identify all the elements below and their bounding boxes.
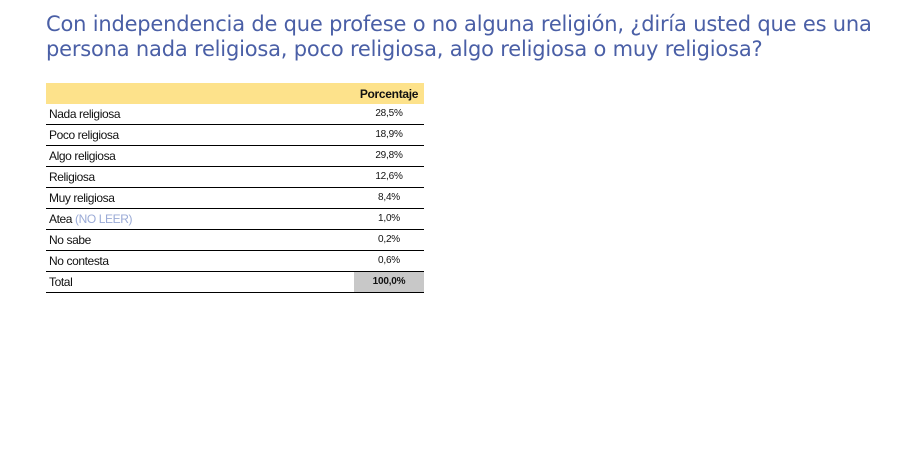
- table-row: Religiosa 12,6%: [46, 166, 424, 188]
- total-row: Total 100,0%: [46, 271, 424, 293]
- table-row: Atea (NO LEER) 1,0%: [46, 208, 424, 230]
- interviewer-note: (NO LEER): [75, 212, 133, 226]
- table-row: No contesta 0,6%: [46, 250, 424, 272]
- row-label: No contesta: [46, 250, 354, 272]
- question-title: Con independencia de que profese o no al…: [46, 12, 872, 61]
- header-percentage-cell: Porcentaje: [359, 86, 419, 101]
- row-label: Algo religiosa: [46, 145, 354, 167]
- table-row: Nada religiosa 28,5%: [46, 104, 424, 125]
- row-value: 29,8%: [354, 145, 424, 167]
- row-label-cell: Atea (NO LEER): [46, 208, 354, 230]
- row-value: 8,4%: [354, 187, 424, 209]
- row-label: Atea: [49, 212, 73, 226]
- row-label: Religiosa: [46, 166, 354, 188]
- table-row: No sabe 0,2%: [46, 229, 424, 251]
- row-value: 0,2%: [354, 229, 424, 251]
- row-value: 1,0%: [354, 208, 424, 230]
- total-value: 100,0%: [354, 271, 424, 293]
- header-label-cell: [46, 83, 354, 104]
- row-label: No sabe: [46, 229, 354, 251]
- results-table: Porcentaje Nada religiosa 28,5% Poco rel…: [46, 83, 424, 293]
- row-value: 12,6%: [354, 166, 424, 188]
- table-row: Muy religiosa 8,4%: [46, 187, 424, 209]
- row-value: 18,9%: [354, 124, 424, 146]
- total-label: Total: [46, 271, 354, 293]
- table-row: Poco religiosa 18,9%: [46, 124, 424, 146]
- table-header-row: Porcentaje: [46, 83, 424, 104]
- table-row: Algo religiosa 29,8%: [46, 145, 424, 167]
- row-value: 28,5%: [354, 104, 424, 125]
- row-value: 0,6%: [354, 250, 424, 272]
- row-label: Poco religiosa: [46, 124, 354, 146]
- row-label: Muy religiosa: [46, 187, 354, 209]
- row-label: Nada religiosa: [46, 104, 354, 125]
